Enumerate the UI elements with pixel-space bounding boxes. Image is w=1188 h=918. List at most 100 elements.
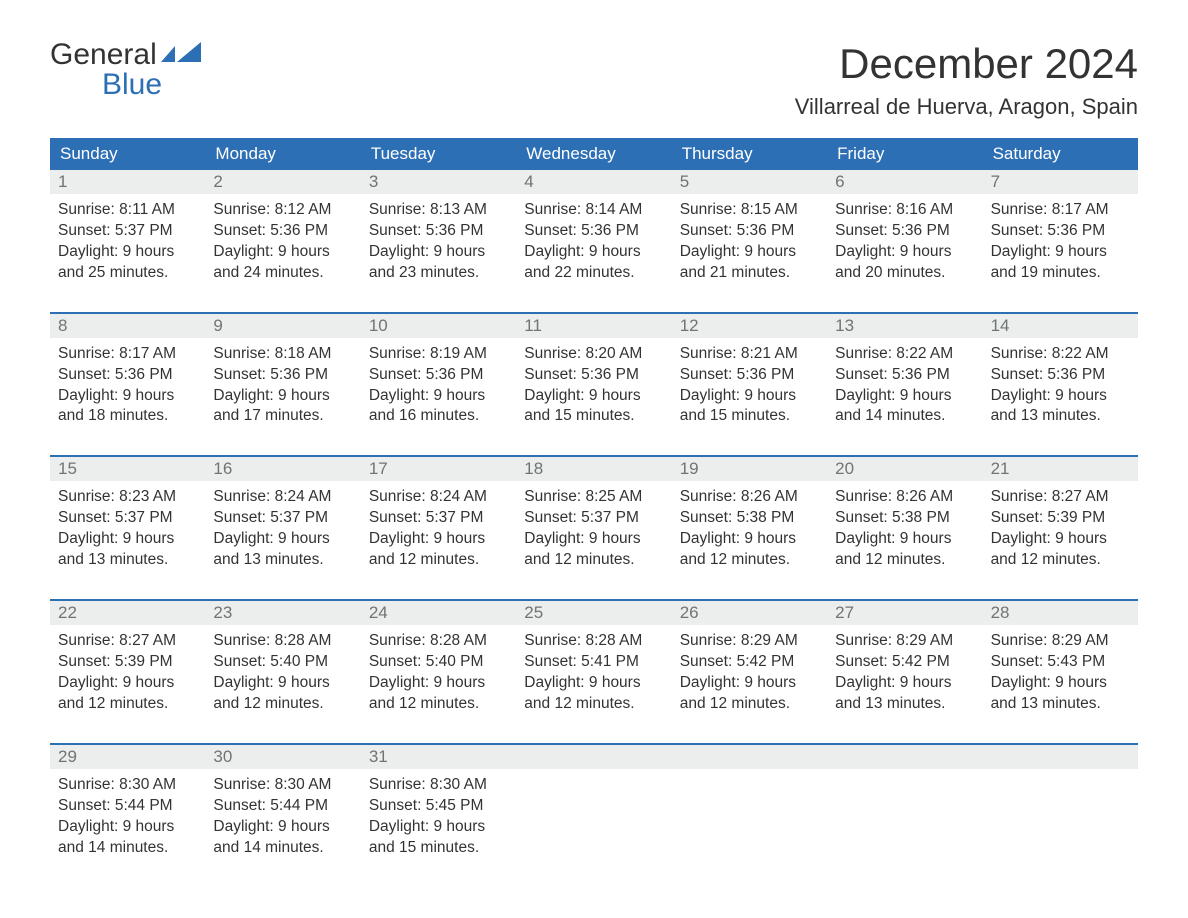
day-sunset: Sunset: 5:42 PM [680, 652, 819, 673]
day-d2: and 13 minutes. [58, 550, 197, 571]
calendar-cell: 28Sunrise: 8:29 AMSunset: 5:43 PMDayligh… [983, 601, 1138, 725]
day-number: 17 [361, 457, 516, 481]
calendar-cell: 12Sunrise: 8:21 AMSunset: 5:36 PMDayligh… [672, 314, 827, 438]
day-sunrise: Sunrise: 8:18 AM [213, 344, 352, 365]
day-d1: Daylight: 9 hours [680, 386, 819, 407]
day-body [672, 769, 827, 785]
page-header: General Blue December 2024 Villarreal de… [50, 40, 1138, 120]
calendar-cell [672, 745, 827, 869]
brand-part1: General [50, 40, 157, 70]
day-sunrise: Sunrise: 8:28 AM [213, 631, 352, 652]
day-d1: Daylight: 9 hours [680, 242, 819, 263]
day-sunrise: Sunrise: 8:22 AM [991, 344, 1130, 365]
day-body: Sunrise: 8:23 AMSunset: 5:37 PMDaylight:… [50, 481, 205, 581]
week-row: 1Sunrise: 8:11 AMSunset: 5:37 PMDaylight… [50, 170, 1138, 294]
day-d1: Daylight: 9 hours [991, 242, 1130, 263]
day-number [983, 745, 1138, 769]
day-body: Sunrise: 8:30 AMSunset: 5:45 PMDaylight:… [361, 769, 516, 869]
day-sunset: Sunset: 5:39 PM [58, 652, 197, 673]
day-number: 31 [361, 745, 516, 769]
col-thursday: Thursday [672, 138, 827, 170]
day-header-row: Sunday Monday Tuesday Wednesday Thursday… [50, 138, 1138, 170]
day-d1: Daylight: 9 hours [369, 529, 508, 550]
day-d1: Daylight: 9 hours [524, 386, 663, 407]
day-sunrise: Sunrise: 8:11 AM [58, 200, 197, 221]
day-number: 29 [50, 745, 205, 769]
day-d2: and 14 minutes. [213, 838, 352, 859]
day-sunset: Sunset: 5:36 PM [835, 221, 974, 242]
day-number [827, 745, 982, 769]
day-number: 27 [827, 601, 982, 625]
day-d2: and 12 minutes. [369, 550, 508, 571]
col-saturday: Saturday [983, 138, 1138, 170]
day-number: 21 [983, 457, 1138, 481]
calendar-cell: 31Sunrise: 8:30 AMSunset: 5:45 PMDayligh… [361, 745, 516, 869]
day-d1: Daylight: 9 hours [991, 386, 1130, 407]
day-sunrise: Sunrise: 8:19 AM [369, 344, 508, 365]
day-d1: Daylight: 9 hours [213, 386, 352, 407]
week-row: 29Sunrise: 8:30 AMSunset: 5:44 PMDayligh… [50, 743, 1138, 869]
col-tuesday: Tuesday [361, 138, 516, 170]
day-body: Sunrise: 8:28 AMSunset: 5:41 PMDaylight:… [516, 625, 671, 725]
day-d2: and 25 minutes. [58, 263, 197, 284]
day-d2: and 15 minutes. [680, 406, 819, 427]
calendar-cell: 5Sunrise: 8:15 AMSunset: 5:36 PMDaylight… [672, 170, 827, 294]
day-sunset: Sunset: 5:37 PM [58, 221, 197, 242]
day-sunset: Sunset: 5:36 PM [524, 365, 663, 386]
day-sunrise: Sunrise: 8:23 AM [58, 487, 197, 508]
day-number: 4 [516, 170, 671, 194]
day-d1: Daylight: 9 hours [835, 386, 974, 407]
calendar-cell: 22Sunrise: 8:27 AMSunset: 5:39 PMDayligh… [50, 601, 205, 725]
day-sunset: Sunset: 5:44 PM [213, 796, 352, 817]
day-sunrise: Sunrise: 8:30 AM [213, 775, 352, 796]
day-number: 28 [983, 601, 1138, 625]
day-d2: and 13 minutes. [991, 694, 1130, 715]
day-body: Sunrise: 8:15 AMSunset: 5:36 PMDaylight:… [672, 194, 827, 294]
day-body: Sunrise: 8:13 AMSunset: 5:36 PMDaylight:… [361, 194, 516, 294]
day-d2: and 12 minutes. [991, 550, 1130, 571]
day-body: Sunrise: 8:24 AMSunset: 5:37 PMDaylight:… [205, 481, 360, 581]
day-number: 15 [50, 457, 205, 481]
day-body: Sunrise: 8:21 AMSunset: 5:36 PMDaylight:… [672, 338, 827, 438]
day-body: Sunrise: 8:30 AMSunset: 5:44 PMDaylight:… [50, 769, 205, 869]
col-monday: Monday [205, 138, 360, 170]
calendar-cell: 25Sunrise: 8:28 AMSunset: 5:41 PMDayligh… [516, 601, 671, 725]
day-d1: Daylight: 9 hours [369, 242, 508, 263]
calendar-cell [827, 745, 982, 869]
day-d1: Daylight: 9 hours [524, 673, 663, 694]
month-title: December 2024 [795, 40, 1138, 88]
calendar-cell: 2Sunrise: 8:12 AMSunset: 5:36 PMDaylight… [205, 170, 360, 294]
day-d2: and 15 minutes. [524, 406, 663, 427]
brand-part2: Blue [102, 70, 162, 100]
day-sunset: Sunset: 5:38 PM [680, 508, 819, 529]
day-number: 19 [672, 457, 827, 481]
weeks-container: 1Sunrise: 8:11 AMSunset: 5:37 PMDaylight… [50, 170, 1138, 868]
day-d2: and 12 minutes. [680, 550, 819, 571]
day-sunrise: Sunrise: 8:22 AM [835, 344, 974, 365]
week-row: 15Sunrise: 8:23 AMSunset: 5:37 PMDayligh… [50, 455, 1138, 581]
calendar-cell: 21Sunrise: 8:27 AMSunset: 5:39 PMDayligh… [983, 457, 1138, 581]
day-body: Sunrise: 8:28 AMSunset: 5:40 PMDaylight:… [205, 625, 360, 725]
day-d2: and 20 minutes. [835, 263, 974, 284]
day-d2: and 12 minutes. [524, 694, 663, 715]
day-d2: and 12 minutes. [213, 694, 352, 715]
day-d2: and 12 minutes. [835, 550, 974, 571]
day-number: 16 [205, 457, 360, 481]
day-body: Sunrise: 8:18 AMSunset: 5:36 PMDaylight:… [205, 338, 360, 438]
day-sunrise: Sunrise: 8:24 AM [369, 487, 508, 508]
day-sunrise: Sunrise: 8:27 AM [991, 487, 1130, 508]
calendar-cell: 1Sunrise: 8:11 AMSunset: 5:37 PMDaylight… [50, 170, 205, 294]
col-sunday: Sunday [50, 138, 205, 170]
day-body: Sunrise: 8:29 AMSunset: 5:42 PMDaylight:… [827, 625, 982, 725]
calendar-cell: 13Sunrise: 8:22 AMSunset: 5:36 PMDayligh… [827, 314, 982, 438]
day-number: 11 [516, 314, 671, 338]
calendar-cell: 7Sunrise: 8:17 AMSunset: 5:36 PMDaylight… [983, 170, 1138, 294]
day-sunset: Sunset: 5:38 PM [835, 508, 974, 529]
day-sunrise: Sunrise: 8:14 AM [524, 200, 663, 221]
day-d2: and 13 minutes. [835, 694, 974, 715]
day-d1: Daylight: 9 hours [835, 242, 974, 263]
day-sunset: Sunset: 5:36 PM [524, 221, 663, 242]
day-number: 5 [672, 170, 827, 194]
calendar-cell: 19Sunrise: 8:26 AMSunset: 5:38 PMDayligh… [672, 457, 827, 581]
day-d1: Daylight: 9 hours [213, 817, 352, 838]
